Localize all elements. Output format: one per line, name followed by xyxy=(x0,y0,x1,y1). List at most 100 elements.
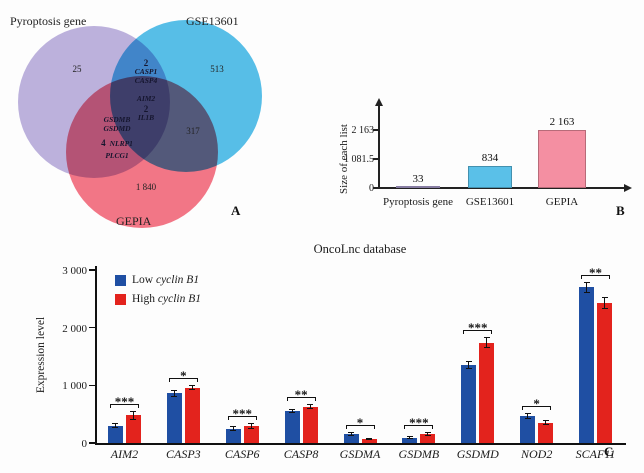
error-bar-NOD2 xyxy=(542,420,549,426)
error-bar-line xyxy=(486,337,488,348)
legend-text-gene: cyclin B1 xyxy=(155,274,200,286)
venn-set-label-pyroptosis: Pyroptosis gene xyxy=(10,14,87,28)
oncolnc-title: OncoLnc database xyxy=(313,242,407,256)
error-bar-cap xyxy=(348,434,354,436)
x-tick-label-CASP8: CASP8 xyxy=(283,447,319,461)
error-bar-GSDMA xyxy=(366,437,372,440)
error-bar-line xyxy=(132,410,134,420)
c-y-tick-mark xyxy=(89,269,95,271)
x-axis-line xyxy=(95,443,626,445)
sig-stars-CASP6: *** xyxy=(232,406,252,422)
venn-set-label-gse13601: GSE13601 xyxy=(186,14,239,28)
error-bar-cap xyxy=(524,418,531,420)
venn-count-gse13601-gepia: 317 xyxy=(186,126,200,136)
panel-venn: Pyroptosis gene GSE13601 GEPIA 25 513 1 … xyxy=(8,8,288,238)
error-bar-line xyxy=(250,423,252,430)
oncolnc-y-axis-label: Expression level xyxy=(35,316,47,394)
error-bar-line xyxy=(368,437,370,440)
c-y-tick-mark xyxy=(89,442,95,444)
venn-gene: GSDMB xyxy=(103,115,131,124)
panel-letter-c: C xyxy=(604,444,614,459)
legend-label-low: Low cyclin B1 xyxy=(132,274,199,286)
b-y-tick-label: 1 081.5 xyxy=(344,154,374,165)
error-bar-cap xyxy=(307,407,314,409)
legend-text-prefix: High xyxy=(132,293,155,305)
error-bar-GSDMD xyxy=(465,361,472,370)
bar-high-GSDMA xyxy=(361,438,377,443)
error-bar-line xyxy=(427,432,429,436)
sig-bracket-CASP6 xyxy=(227,416,257,421)
venn-gene: NLRP1 xyxy=(109,139,133,149)
c-y-tick-label: 3 000 xyxy=(62,265,87,277)
bar-low-NOD2 xyxy=(520,415,536,443)
bar-high-GSDMB xyxy=(420,434,436,443)
error-bar-line xyxy=(114,423,116,429)
error-bar-CASP8 xyxy=(289,408,296,413)
venn-count-all-three: 2 xyxy=(143,103,149,114)
error-bar-cap xyxy=(248,423,255,425)
b-y-tick-label: 2 163 xyxy=(351,125,375,136)
b-y-tick-label: 0 xyxy=(369,183,374,194)
venn-gene: PLCG1 xyxy=(105,150,129,160)
c-y-tick-label: 2 000 xyxy=(62,322,87,335)
panel-letter-b: B xyxy=(616,203,625,218)
bar-low-SCAF11 xyxy=(579,287,595,443)
error-bar-line xyxy=(309,404,311,409)
bar-high-CASP6 xyxy=(243,426,259,443)
bar-high-GSDMD xyxy=(479,342,495,443)
x-tick-label-CASP6: CASP6 xyxy=(224,447,260,461)
bar-low-CASP3 xyxy=(166,393,182,443)
venn-gene: CASP1 xyxy=(134,67,158,77)
venn-count-pyroptosis-gse13601: 2 xyxy=(143,58,149,68)
sig-stars-SCAF11: ** xyxy=(589,264,603,280)
legend-swatch-low xyxy=(115,274,126,286)
error-bar-CASP6 xyxy=(248,423,255,430)
error-bar-line xyxy=(291,408,293,413)
error-bar-line xyxy=(173,389,175,397)
venn-region-pyroptosis-gse13601: 2 CASP1 CASP4 xyxy=(120,58,172,86)
venn-count-gene-line: 4 NLRP1 xyxy=(90,133,144,151)
sig-bracket-GSDMA xyxy=(345,424,375,429)
error-bar-line xyxy=(350,431,352,436)
sig-bracket-CASP3 xyxy=(168,378,198,383)
error-bar-line xyxy=(604,296,606,310)
error-bar-GSDMA xyxy=(348,431,354,436)
bar-high-CASP3 xyxy=(184,387,200,443)
bar-high-SCAF11 xyxy=(597,302,613,443)
error-bar-AIM2 xyxy=(112,423,119,429)
error-bar-cap xyxy=(424,434,431,436)
error-bar-cap xyxy=(406,436,413,438)
error-bar-cap xyxy=(542,424,549,426)
sig-stars-CASP8: ** xyxy=(294,387,308,403)
venn-count-pyroptosis-only: 25 xyxy=(72,64,82,74)
bar-low-CASP8 xyxy=(284,410,300,443)
error-bar-cap xyxy=(248,428,255,430)
error-bar-cap xyxy=(112,427,119,429)
venn-gene: CASP4 xyxy=(134,75,158,85)
venn-set-label-gepia: GEPIA xyxy=(116,214,152,228)
error-bar-cap xyxy=(171,389,178,391)
sig-bracket-GSDMB xyxy=(404,425,434,430)
sig-stars-CASP3: * xyxy=(180,368,187,384)
error-bar-cap xyxy=(230,429,237,431)
panel-list-sizes: Size of each list 33 Pyroptosis gene 834 GS… xyxy=(330,92,635,217)
venn-region-all-three: AIM2 2 IL1B xyxy=(120,94,172,123)
x-tick-label-GSDMA: GSDMA xyxy=(339,447,381,461)
error-bar-CASP3 xyxy=(171,389,178,397)
sig-stars-GSDMA: * xyxy=(356,414,364,430)
error-bar-line xyxy=(191,385,193,390)
list-size-category-label: Pyroptosis gene xyxy=(383,196,453,208)
panel-oncolnc: OncoLnc database Expression level *** AIM… xyxy=(25,240,640,472)
error-bar-cap xyxy=(601,296,608,298)
error-bar-cap xyxy=(171,395,178,397)
b-y-tick-mark xyxy=(373,187,378,189)
bar-low-GSDMA xyxy=(343,433,359,443)
list-size-bar-3 xyxy=(538,130,586,188)
list-sizes-plot-area: 33 Pyroptosis gene 834 GSE13601 2 163 GEPIA 0 1… xyxy=(344,116,618,208)
legend-item-high: High cyclin B1 xyxy=(115,291,201,307)
venn-count-gepia-only: 1 840 xyxy=(135,182,157,192)
c-y-tick-label: 0 xyxy=(81,438,88,450)
error-bar-cap xyxy=(307,404,314,406)
sig-stars-GSDMD: *** xyxy=(468,320,488,336)
